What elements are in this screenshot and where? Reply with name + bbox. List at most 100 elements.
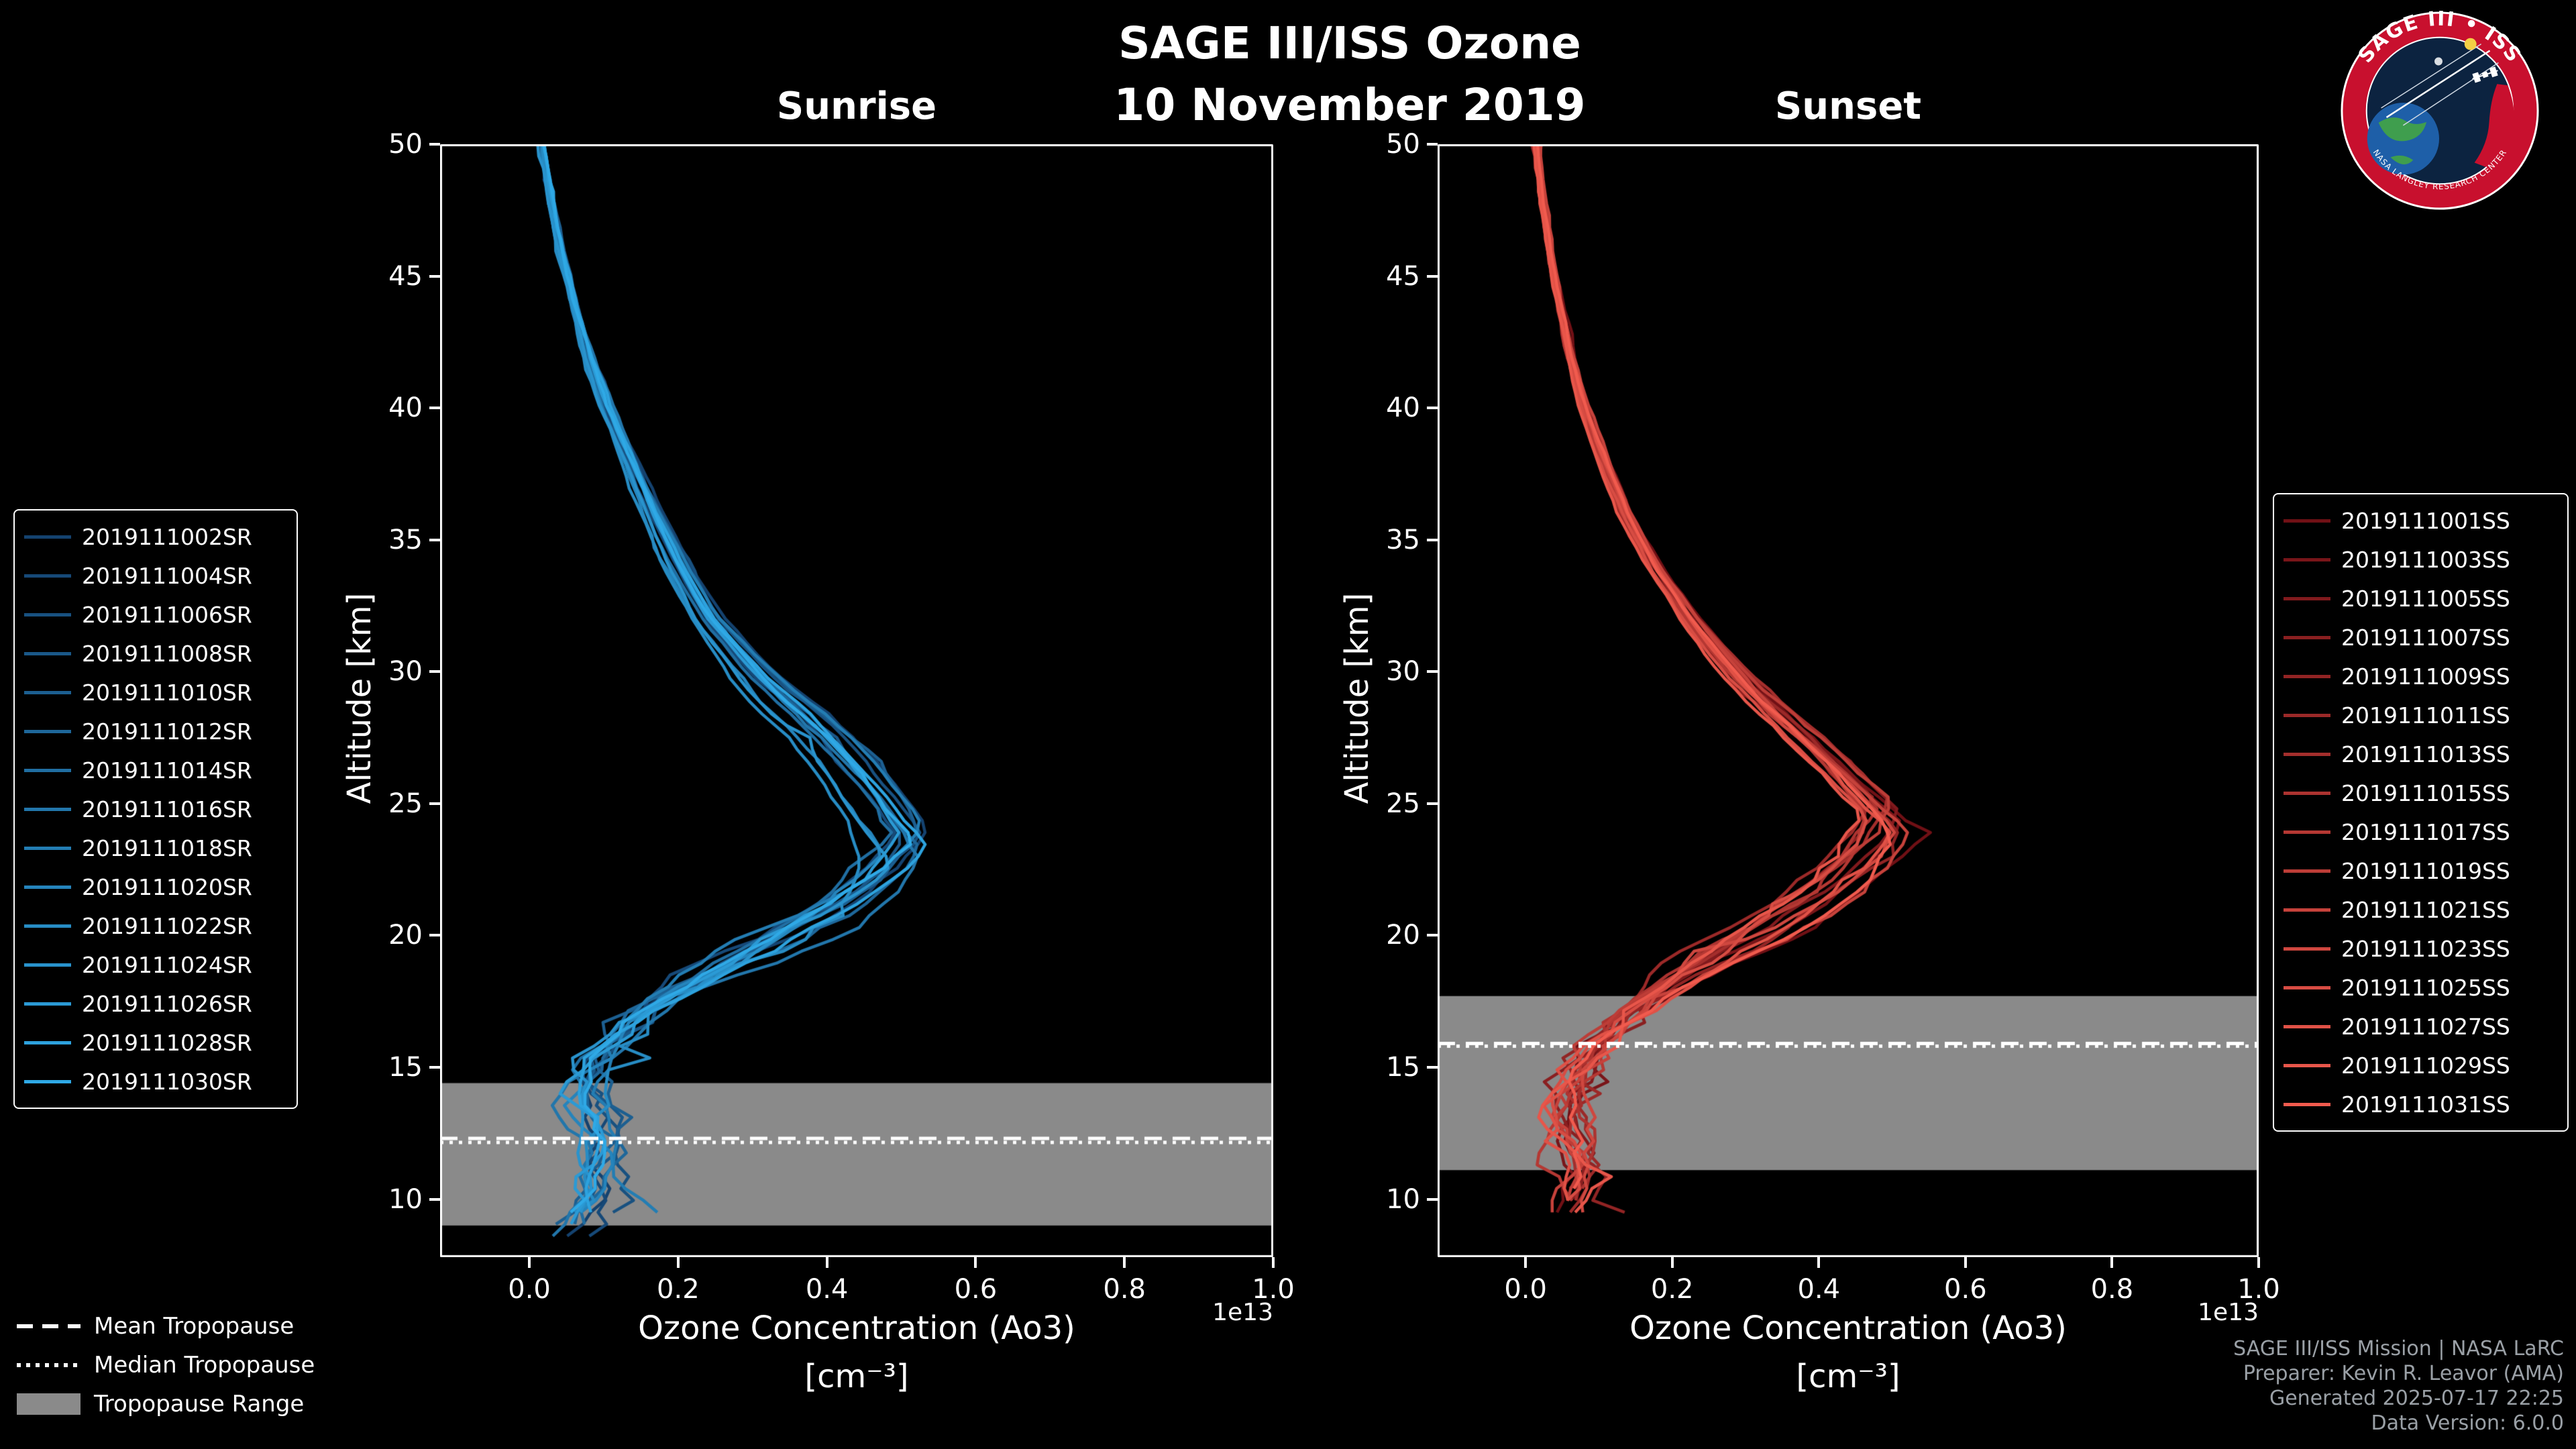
plot-area-sunrise (440, 144, 1273, 1257)
occultation-ray (2385, 50, 2491, 118)
series-label: 2019111002SR (82, 523, 252, 550)
plot-area-sunset (1438, 144, 2259, 1257)
series-label: 2019111009SS (2341, 663, 2510, 690)
x-tick (1123, 1257, 1126, 1268)
y-axis-label: Altitude [km] (1338, 592, 1376, 804)
series-color-swatch (2284, 557, 2330, 561)
series-color-swatch (24, 690, 71, 694)
legend-item: 2019111001SS (2284, 501, 2558, 540)
legend-item: 2019111025SS (2284, 968, 2558, 1007)
series-color-swatch (2284, 713, 2330, 717)
gray-band-swatch (17, 1393, 80, 1415)
mean-tropopause-legend-item: Mean Tropopause (17, 1307, 315, 1346)
x-tick-label: 1.0 (2237, 1274, 2280, 1305)
x-tick-label: 0.6 (954, 1274, 998, 1305)
y-tick-label: 35 (388, 524, 423, 555)
legend-item: 2019111004SR (24, 556, 287, 595)
x-axis-label: Ozone Concentration (Ao3) (1629, 1309, 2067, 1347)
series-color-swatch (2284, 908, 2330, 912)
x-tick-label: 0.8 (2090, 1274, 2134, 1305)
series-label: 2019111020SR (82, 873, 252, 900)
legend-item: 2019111013SS (2284, 735, 2558, 773)
x-tick (528, 1257, 531, 1268)
y-tick-label: 40 (388, 392, 423, 424)
legend-item: 2019111012SR (24, 712, 287, 751)
y-tick-label: 25 (388, 788, 423, 819)
axis-offset-text: 1e13 (1212, 1299, 1273, 1326)
y-tick (1427, 934, 1438, 937)
series-label: 2019111021SS (2341, 896, 2510, 923)
legend-sunrise: 2019111002SR 2019111004SR 2019111006SR 2019… (13, 509, 298, 1109)
legend-item: 2019111023SS (2284, 929, 2558, 968)
legend-item: 2019111019SS (2284, 851, 2558, 890)
credits-block: SAGE III/ISS Mission | NASA LaRC Prepare… (2233, 1336, 2564, 1436)
series-label: 2019111014SR (82, 757, 252, 784)
x-tick (2257, 1257, 2260, 1268)
series-color-swatch (2284, 947, 2330, 951)
legend-item: 2019111011SS (2284, 696, 2558, 735)
earth-continent (2390, 155, 2414, 165)
x-tick-label: 0.6 (1944, 1274, 1987, 1305)
legend-item: 2019111021SS (2284, 890, 2558, 929)
series-color-swatch (2284, 791, 2330, 795)
legend-item: 2019111027SS (2284, 1007, 2558, 1046)
series-label: 2019111003SS (2341, 546, 2510, 573)
series-label: 2019111026SR (82, 990, 252, 1017)
y-tick (1427, 143, 1438, 146)
x-axis-units: [cm⁻³] (804, 1358, 909, 1395)
y-tick (1427, 538, 1438, 541)
y-tick-label: 20 (1386, 920, 1420, 951)
y-axis-label: Altitude [km] (341, 592, 378, 804)
legend-item: 2019111014SR (24, 751, 287, 790)
y-tick (1427, 274, 1438, 278)
y-tick-label: 15 (1386, 1051, 1420, 1083)
y-tick-label: 30 (388, 656, 423, 688)
series-color-swatch (24, 885, 71, 889)
x-tick (974, 1257, 977, 1268)
series-label: 2019111015SS (2341, 780, 2510, 806)
sage-iss-logo: SAGE III • ISS NASA LANGLEY RESEARCH CEN… (2341, 11, 2539, 210)
legend-item: 2019111017SS (2284, 812, 2558, 851)
legend-item: 2019111026SR (24, 984, 287, 1023)
series-color-swatch (24, 963, 71, 967)
y-tick-label: 25 (1386, 788, 1420, 819)
x-tick (1817, 1257, 1821, 1268)
earth-continent (2378, 117, 2427, 142)
x-tick-label: 0.4 (1797, 1274, 1841, 1305)
series-color-swatch (2284, 1063, 2330, 1067)
y-tick-label: 30 (1386, 656, 1420, 688)
panel-title-sunset: Sunset (1774, 85, 1922, 128)
series-color-swatch (2284, 519, 2330, 523)
series-color-swatch (24, 1079, 71, 1083)
legend-item: 2019111008SR (24, 634, 287, 673)
series-label: 2019111004SR (82, 562, 252, 589)
legend-item: 2019111022SR (24, 906, 287, 945)
x-tick-label: 0.0 (508, 1274, 551, 1305)
credit-mission: SAGE III/ISS Mission | NASA LaRC (2233, 1337, 2564, 1360)
x-tick-label: 0.4 (805, 1274, 849, 1305)
y-tick-label: 50 (388, 129, 423, 160)
legend-item: 2019111002SR (24, 517, 287, 556)
series-color-swatch (24, 1002, 71, 1006)
series-color-swatch (24, 924, 71, 928)
series-color-swatch (24, 612, 71, 616)
series-color-swatch (2284, 635, 2330, 639)
series-label: 2019111030SR (82, 1068, 252, 1095)
x-axis-label: Ozone Concentration (Ao3) (638, 1309, 1075, 1347)
y-tick (429, 538, 440, 541)
x-axis-units: [cm⁻³] (1796, 1358, 1900, 1395)
iss-icon (2472, 66, 2498, 83)
x-tick-label: 0.0 (1504, 1274, 1547, 1305)
x-tick (825, 1257, 828, 1268)
series-color-swatch (24, 807, 71, 811)
series-label: 2019111005SS (2341, 585, 2510, 612)
x-tick-label: 0.8 (1103, 1274, 1146, 1305)
x-tick (1524, 1257, 1527, 1268)
y-tick-label: 20 (388, 920, 423, 951)
median-tropopause-label: Median Tropopause (94, 1352, 315, 1379)
legend-item: 2019111016SR (24, 790, 287, 828)
series-label: 2019111022SR (82, 912, 252, 939)
y-tick-label: 45 (1386, 260, 1420, 292)
series-color-swatch (2284, 1102, 2330, 1106)
